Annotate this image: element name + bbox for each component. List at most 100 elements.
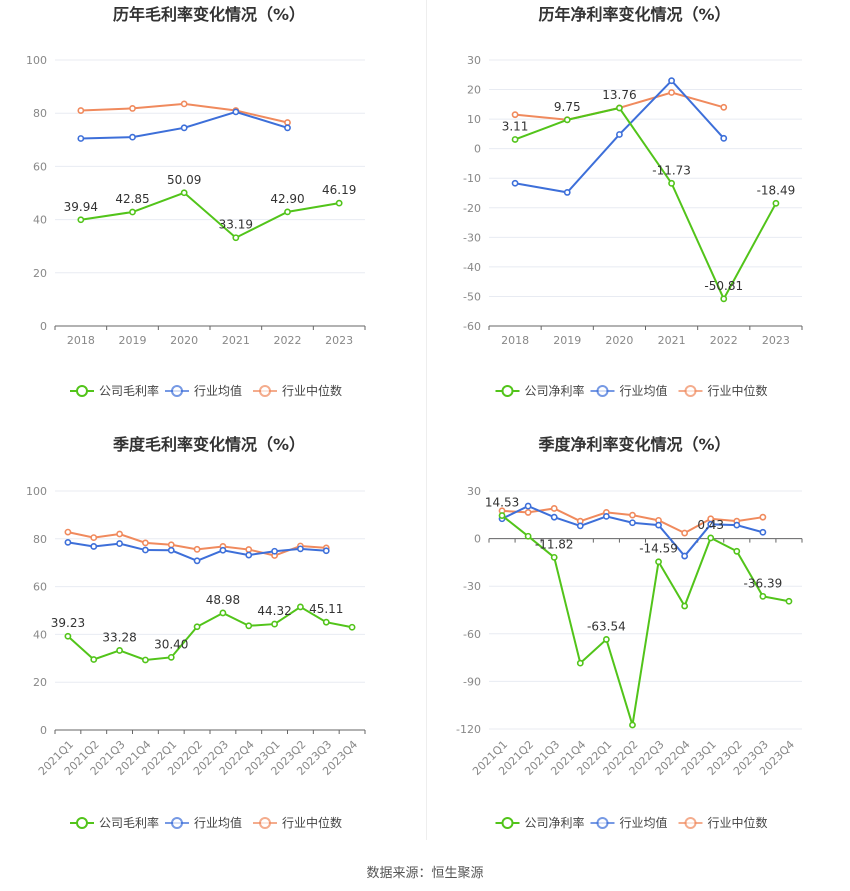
data-label: 30.40 bbox=[154, 637, 188, 651]
legend-label: 行业均值 bbox=[620, 815, 668, 830]
legend-swatch-marker bbox=[259, 385, 271, 397]
data-point-industry-avg bbox=[629, 519, 636, 527]
x-tick-label: 2018 bbox=[501, 334, 529, 347]
x-tick-label: 2019 bbox=[119, 334, 147, 347]
data-point-industry-avg bbox=[142, 546, 149, 554]
y-tick-label: -20 bbox=[463, 202, 481, 215]
data-label: 13.76 bbox=[602, 88, 636, 102]
legend-item-industry-avg: 行业均值 bbox=[165, 383, 242, 398]
y-tick-label: 20 bbox=[467, 84, 481, 97]
data-label: 42.90 bbox=[270, 192, 304, 206]
legend-label: 行业中位数 bbox=[708, 383, 768, 398]
data-label: 9.75 bbox=[554, 100, 581, 114]
data-point-industry-avg bbox=[297, 545, 304, 553]
legend-swatch-marker bbox=[501, 817, 514, 829]
data-label: 39.94 bbox=[64, 200, 98, 214]
quarterly-net-margin-chart: 季度净利率变化情况（%） -120 -90 -60 -30 0 30 2021Q1 2021Q2… bbox=[427, 430, 850, 850]
data-label: 0.43 bbox=[697, 518, 724, 532]
data-point-company bbox=[602, 636, 610, 643]
data-label: 3.11 bbox=[502, 119, 529, 133]
legend-swatch-marker bbox=[259, 817, 271, 829]
data-label: 33.19 bbox=[219, 218, 253, 232]
data-label: 45.11 bbox=[309, 602, 343, 616]
y-tick-label: 0 bbox=[40, 724, 47, 737]
legend-item-industry-avg: 行业均值 bbox=[590, 383, 668, 398]
data-point-industry-median bbox=[64, 528, 72, 536]
data-point-industry-median bbox=[142, 539, 149, 547]
data-point-company bbox=[284, 208, 291, 216]
legend-swatch-marker bbox=[76, 385, 88, 397]
data-point-industry-avg bbox=[511, 179, 519, 187]
x-tick-label: 2020 bbox=[170, 334, 198, 347]
y-tick-label: 60 bbox=[33, 160, 47, 173]
data-label: 39.23 bbox=[51, 616, 85, 630]
y-tick-label: 30 bbox=[467, 485, 481, 498]
chart-svg: 历年净利率变化情况（%） -60 -50 -40 -30 -20 -10 0 10 20 30 201… bbox=[463, 5, 803, 398]
data-point-industry-avg bbox=[77, 135, 85, 142]
y-tick-label: 80 bbox=[33, 107, 47, 120]
data-point-company bbox=[733, 547, 741, 555]
data-point-industry-median bbox=[668, 89, 675, 96]
y-tick-label: 30 bbox=[467, 54, 481, 67]
data-point-company bbox=[720, 295, 728, 303]
data-point-industry-avg bbox=[90, 543, 98, 550]
y-tick-label: 10 bbox=[467, 113, 481, 126]
legend-swatch-marker bbox=[684, 817, 697, 829]
y-tick-label: 20 bbox=[33, 676, 47, 689]
series-line-company bbox=[501, 514, 790, 726]
data-point-company bbox=[550, 553, 558, 561]
data-point-industry-avg bbox=[668, 77, 675, 85]
data-point-company bbox=[511, 136, 519, 143]
data-point-company bbox=[498, 512, 506, 519]
x-tick-label: 2020 bbox=[605, 334, 633, 347]
data-point-company bbox=[785, 597, 793, 605]
data-label: -11.73 bbox=[652, 163, 691, 177]
data-point-company bbox=[129, 208, 136, 216]
data-point-industry-avg bbox=[602, 512, 610, 520]
data-point-industry-avg bbox=[655, 521, 662, 529]
chart-title: 季度毛利率变化情况（%） bbox=[112, 435, 305, 454]
data-point-industry-avg bbox=[129, 133, 136, 141]
data-point-company bbox=[563, 116, 571, 124]
data-point-industry-median bbox=[193, 545, 201, 553]
data-point-industry-avg bbox=[64, 538, 72, 546]
data-point-industry-median bbox=[167, 541, 175, 549]
x-tick-label: 2023 bbox=[762, 334, 790, 347]
legend-item-industry-median: 行业中位数 bbox=[253, 383, 342, 398]
data-point-industry-median bbox=[759, 513, 767, 521]
legend-label: 行业均值 bbox=[194, 815, 242, 830]
data-point-company bbox=[219, 609, 227, 617]
panel-divider bbox=[426, 0, 427, 840]
data-point-industry-avg bbox=[616, 131, 623, 138]
data-point-company bbox=[772, 199, 780, 207]
x-tick-label: 2019 bbox=[553, 334, 581, 347]
data-point-company bbox=[193, 623, 201, 631]
data-point-industry-median bbox=[180, 100, 188, 108]
data-point-industry-avg bbox=[245, 551, 253, 559]
data-label: 44.32 bbox=[257, 604, 291, 618]
x-tick-label: 2021 bbox=[222, 334, 250, 347]
legend-label: 行业中位数 bbox=[708, 815, 768, 830]
y-tick-label: 60 bbox=[33, 581, 47, 594]
data-label: -50.81 bbox=[704, 279, 743, 293]
data-point-industry-avg bbox=[284, 124, 291, 132]
data-point-industry-avg bbox=[720, 134, 728, 142]
data-point-industry-median bbox=[284, 119, 291, 126]
legend-swatch-marker bbox=[596, 817, 609, 829]
data-point-industry-avg bbox=[707, 520, 715, 528]
x-tick-label: 2021 bbox=[658, 334, 686, 347]
data-source-note: 数据来源：恒生聚源 bbox=[366, 866, 484, 881]
data-point-company bbox=[576, 659, 584, 667]
legend-label: 行业中位数 bbox=[282, 383, 342, 398]
y-tick-label: -90 bbox=[463, 675, 481, 688]
data-point-industry-avg bbox=[116, 540, 123, 547]
data-point-company bbox=[180, 189, 188, 197]
legend-label: 行业中位数 bbox=[282, 815, 342, 830]
y-tick-label: 40 bbox=[33, 214, 47, 227]
legend-item-industry-median: 行业中位数 bbox=[678, 383, 768, 398]
data-point-industry-median bbox=[629, 511, 636, 519]
data-label: 48.98 bbox=[206, 593, 240, 607]
legend-item-company: 公司净利率 bbox=[495, 815, 585, 830]
data-label: 14.53 bbox=[485, 496, 519, 510]
legend-item-industry-avg: 行业均值 bbox=[165, 815, 242, 830]
